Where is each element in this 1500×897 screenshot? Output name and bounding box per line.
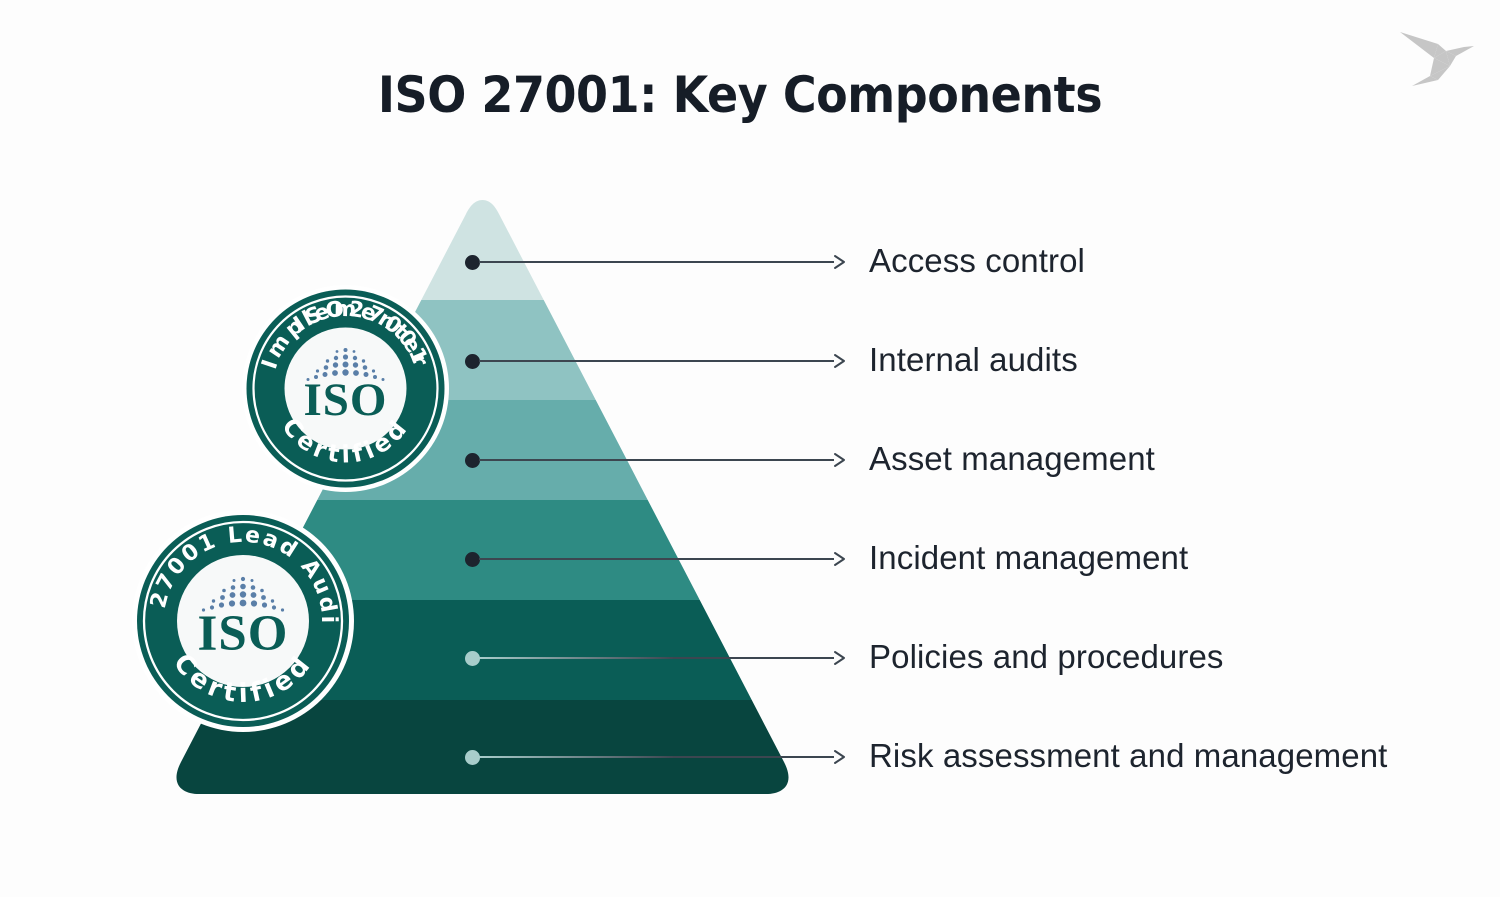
iso-dot-pattern (306, 348, 385, 381)
iso-implementer-badge: Implementer ISO27001 Certified ISO (242, 285, 449, 492)
iso-lead-auditor-badge: ISO 27001 Lead Auditor Certified ISO (132, 510, 354, 732)
level-label-6: Risk assessment and management (869, 737, 1388, 774)
arrow-right-icon-6 (834, 750, 845, 764)
arrow-right-icon-3 (834, 453, 845, 467)
badge-inner-disc (177, 555, 309, 687)
badge-center-text: ISO (304, 374, 388, 426)
arrow-right-icon-2 (834, 354, 845, 368)
level-label-5: Policies and procedures (869, 638, 1224, 675)
iso-dot-pattern (201, 576, 285, 612)
badge-ring-hairline (252, 295, 439, 482)
badge-center-text: ISO (198, 606, 289, 662)
page-title: ISO 27001: Key Components (377, 66, 1103, 124)
level-label-1: Access control (869, 242, 1085, 279)
arrow-right-icon-5 (834, 651, 845, 665)
badge-inner-disc (284, 327, 407, 450)
arrow-right-icon-4 (834, 552, 845, 566)
level-label-4: Incident management (869, 539, 1189, 576)
level-label-3: Asset management (869, 440, 1155, 477)
origami-bird-logo (1378, 14, 1482, 92)
arrow-right-icon-1 (834, 255, 845, 269)
level-label-2: Internal audits (869, 341, 1078, 378)
badge-ring-hairline (142, 520, 344, 722)
